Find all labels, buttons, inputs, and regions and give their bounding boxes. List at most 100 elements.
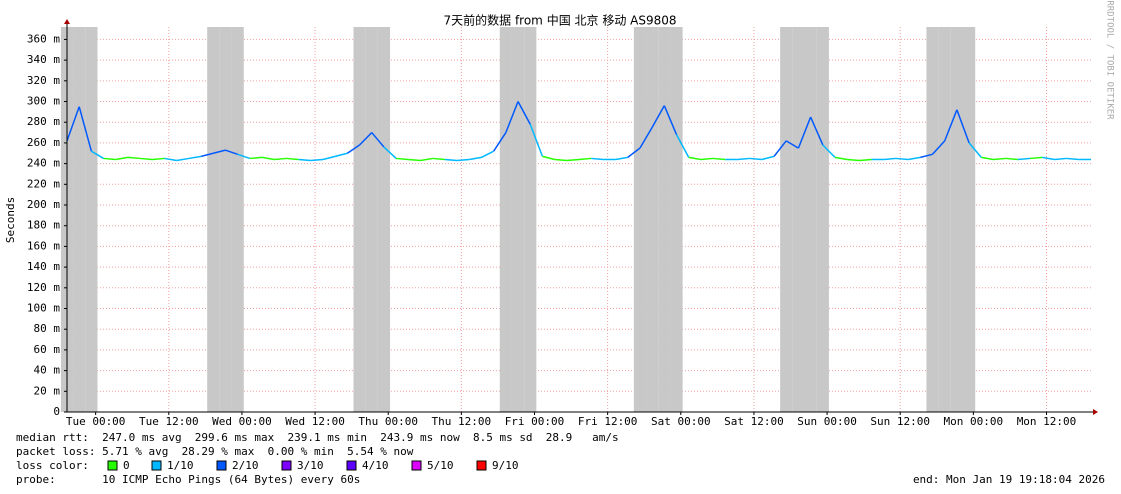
rtt-segment <box>140 157 153 161</box>
rtt-segment <box>615 156 628 161</box>
x-tick-label: Sat 00:00 <box>651 415 711 428</box>
loss-bar <box>658 27 671 412</box>
y-tick-label: 140 m <box>27 260 60 273</box>
loss-bars <box>60 27 976 412</box>
legend-swatch <box>346 460 357 471</box>
rtt-segment <box>335 152 348 158</box>
rtt-segment <box>469 156 482 161</box>
rtt-segment <box>847 158 860 162</box>
rtt-segment <box>920 153 933 159</box>
rtt-segment <box>66 106 80 142</box>
x-tick-label: Thu 12:00 <box>432 415 492 428</box>
legend-label: 5/10 <box>427 459 454 472</box>
rtt-segment <box>249 156 263 160</box>
rtt-segment <box>127 156 141 160</box>
watermark: RRDTOOL / TOBI OETIKER <box>1105 0 1115 120</box>
loss-bar <box>499 27 512 412</box>
y-tick-label: 20 m <box>34 384 61 397</box>
rtt-line <box>66 101 1091 162</box>
rtt-segment <box>505 101 519 133</box>
rtt-segment <box>481 150 495 159</box>
loss-bar <box>511 27 525 412</box>
rtt-segment <box>663 105 678 135</box>
y-tick-label: 40 m <box>34 364 61 377</box>
rtt-segment <box>908 156 921 161</box>
rtt-segment <box>1005 157 1018 161</box>
rtt-segment <box>737 157 750 161</box>
x-tick-label: Tue 00:00 <box>66 415 126 428</box>
y-tick-label: 300 m <box>27 95 60 108</box>
rtt-segment <box>78 106 93 152</box>
loss-bar <box>804 27 817 412</box>
rtt-segment <box>883 157 897 161</box>
end-time: end: Mon Jan 19 19:18:04 2026 <box>913 473 1105 486</box>
loss-bar <box>219 27 232 412</box>
y-tick-label: 120 m <box>27 281 60 294</box>
rtt-segment <box>1042 156 1055 161</box>
rtt-segment <box>396 157 409 161</box>
x-tick-label: Sat 12:00 <box>724 415 784 428</box>
y-tick-label: 340 m <box>27 53 60 66</box>
loss-bar <box>646 27 659 412</box>
rtt-segment <box>213 149 226 154</box>
rtt-segment <box>956 109 970 144</box>
legend: 0 1/10 2/10 3/10 4/10 5/10 9/10 <box>107 459 519 472</box>
x-tick-label: Mon 00:00 <box>944 415 1004 428</box>
rtt-segment <box>225 149 238 156</box>
rtt-segment <box>298 158 311 162</box>
rtt-segment <box>651 105 665 128</box>
loss-bar <box>353 27 366 412</box>
loss-bar <box>207 27 220 412</box>
rtt-segment <box>103 157 116 161</box>
x-tick-label: Tue 12:00 <box>139 415 199 428</box>
rtt-segment <box>981 156 994 161</box>
rtt-segment <box>359 132 373 146</box>
rtt-segment <box>457 158 470 162</box>
rtt-segment <box>322 155 336 161</box>
rtt-segment <box>152 157 165 161</box>
rtt-segment <box>700 157 714 161</box>
axis-arrow <box>1093 409 1098 415</box>
loss-bar <box>231 27 244 412</box>
rtt-segment <box>968 142 982 158</box>
loss-bar <box>938 27 951 412</box>
x-tick-label: Wed 12:00 <box>285 415 345 428</box>
legend-label: 0 <box>123 459 130 472</box>
rtt-segment <box>639 127 653 149</box>
legend-swatch <box>107 460 118 471</box>
rtt-segment <box>578 157 592 161</box>
loss-bar <box>365 27 378 412</box>
loss-bar <box>780 27 793 412</box>
legend-label: 4/10 <box>362 459 389 472</box>
rtt-segment <box>566 158 580 162</box>
loss-bar <box>963 27 976 412</box>
y-tick-label: 100 m <box>27 302 60 315</box>
rtt-segment <box>993 157 1006 161</box>
rtt-segment <box>1017 157 1031 161</box>
legend-swatch <box>281 460 292 471</box>
loss-bar <box>926 27 939 412</box>
legend-label: 2/10 <box>232 459 259 472</box>
y-tick-label: 280 m <box>27 115 60 128</box>
rtt-segment <box>90 150 104 160</box>
legend-label: 3/10 <box>297 459 324 472</box>
loss-bar <box>816 27 829 412</box>
y-tick-label: 80 m <box>34 322 61 335</box>
rtt-segment <box>274 157 287 161</box>
y-tick-label: 0 <box>53 405 60 418</box>
rtt-segment <box>176 157 190 162</box>
x-tick-label: Fri 00:00 <box>505 415 565 428</box>
y-tick-label: 360 m <box>27 32 60 45</box>
loss-bar <box>670 27 683 412</box>
rtt-segment <box>286 157 299 161</box>
rtt-segment <box>591 157 604 161</box>
rtt-segment <box>420 157 433 162</box>
axes: 0 20 m 40 m 60 m 80 m 100 m 120 m 140 m 160 m 180… <box>27 19 1098 428</box>
rtt-segment <box>627 147 641 158</box>
y-tick-label: 60 m <box>34 343 61 356</box>
probe: probe: 10 ICMP Echo Pings (64 Bytes) eve… <box>16 473 360 486</box>
legend-swatch <box>216 460 227 471</box>
rtt-segment <box>542 155 555 161</box>
rtt-segment <box>188 155 202 160</box>
legend-label: loss color: <box>16 459 89 472</box>
